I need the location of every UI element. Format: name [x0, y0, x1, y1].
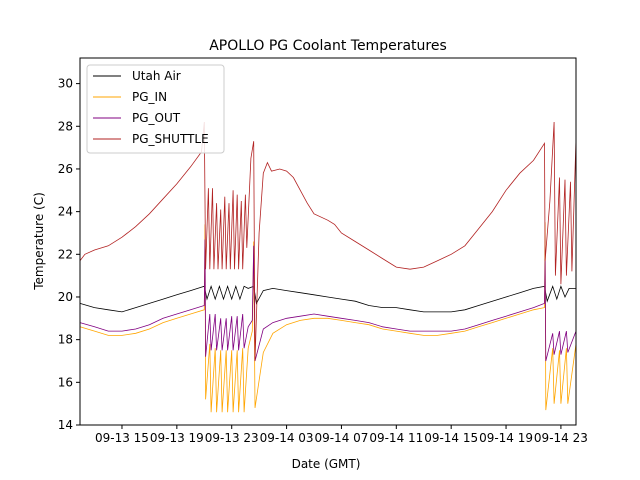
y-tick-label: 20 — [58, 290, 73, 304]
y-axis: 14 16 18 20 22 24 26 28 30 — [58, 77, 80, 432]
plot-frame — [79, 57, 577, 426]
legend: Utah Air PG_IN PG_OUT PG_SHUTTLE — [86, 64, 225, 154]
x-tick-label: 09-14 23 — [534, 431, 588, 445]
y-tick-label: 24 — [58, 205, 73, 219]
y-tick-label: 18 — [58, 333, 73, 347]
series-line-utah-air — [79, 284, 576, 313]
series-line-pg-shuttle — [79, 121, 577, 362]
y-tick-label: 28 — [58, 119, 73, 133]
legend-box — [86, 64, 225, 154]
x-tick-label: 09-14 03 — [260, 431, 314, 445]
x-tick-label: 09-14 15 — [424, 431, 478, 445]
x-tick-label: 09-14 11 — [369, 431, 423, 445]
x-axis: 09-13 15 09-13 19 09-13 23 09-14 03 09-14 07… — [95, 425, 588, 445]
x-axis-label: Date (GMT) — [292, 457, 361, 471]
x-tick-label: 09-13 15 — [95, 431, 149, 445]
x-tick-label: 09-13 19 — [150, 431, 204, 445]
y-axis-label: Temperature (C) — [32, 192, 46, 291]
x-tick-label: 09-13 23 — [205, 431, 259, 445]
y-tick-label: 30 — [58, 77, 73, 91]
series-line-pg-out — [79, 239, 577, 362]
chart-title: APOLLO PG Coolant Temperatures — [209, 38, 447, 54]
x-tick-label: 09-14 19 — [479, 431, 533, 445]
legend-label-pg-in: PG_IN — [132, 90, 167, 104]
legend-label-pg-out: PG_OUT — [132, 111, 181, 125]
series-layer — [79, 121, 577, 413]
y-tick-label: 16 — [58, 375, 73, 389]
y-tick-label: 22 — [58, 247, 73, 261]
legend-label-pg-shuttle: PG_SHUTTLE — [132, 132, 209, 146]
y-tick-label: 14 — [58, 418, 73, 432]
y-tick-label: 26 — [58, 162, 73, 176]
legend-label-utah-air: Utah Air — [132, 69, 181, 83]
x-tick-label: 09-14 07 — [314, 431, 368, 445]
